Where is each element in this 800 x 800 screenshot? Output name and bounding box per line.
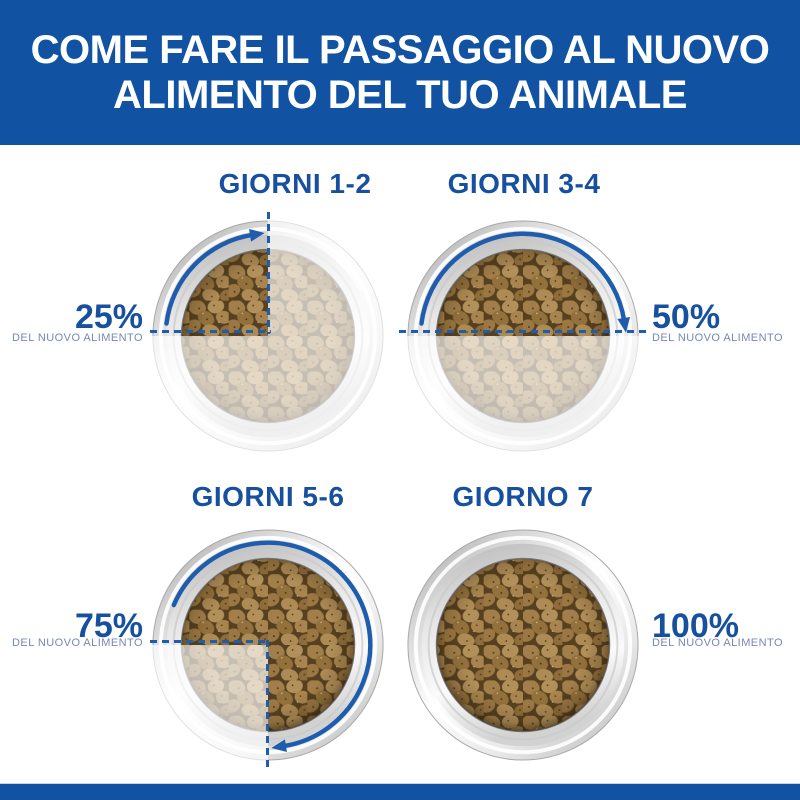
bowl-inner-wall [421,543,625,747]
bowl-title: GIORNI 1-2 [218,168,372,199]
percent-sublabel: DEL NUOVO ALIMENTO [12,332,143,344]
bowl-rim-highlight [158,535,378,755]
percent-label: 75% [74,607,143,645]
bowl-rim-highlight [413,535,633,755]
bowl-wall-ring [427,240,619,432]
bowl-title: GIORNI 3-4 [447,168,601,199]
kibble-inner-shadow [436,558,610,732]
page-title-line1: COME FARE IL PASSAGGIO AL NUOVO [30,27,770,72]
dashed-guide-line-vertical [266,640,269,771]
bowl-wall-ring [427,549,619,741]
bowl-inner-wall [166,234,370,438]
old-food-faded-overlay [150,645,268,763]
transition-arrow-icon [171,540,373,753]
dashed-guide-line-horizontal [399,330,648,333]
food-bowl-illustration [150,529,384,763]
bowl-title: GIORNI 5-6 [191,481,345,512]
kibble-inner-shadow [181,249,355,423]
page-title-line2: ALIMENTO DEL TUO ANIMALE [113,72,687,117]
kibble-food [435,248,611,424]
footer-bar [0,783,800,800]
bowl-inner-wall [166,543,370,747]
bowl-wall-ring [172,549,364,741]
dashed-guide-line-horizontal [150,330,271,333]
bowl-title: GIORNO 7 [452,481,594,512]
percent-label: 100% [652,607,739,645]
kibble-food [180,248,356,424]
kibble-food [180,557,356,733]
food-bowl-illustration [150,218,386,454]
kibble-inner-shadow [181,558,355,732]
kibble-food [435,557,611,733]
bowl-outer-rim [407,220,639,452]
old-food-faded-overlay [150,218,386,454]
transition-arrow-icon [164,228,265,326]
kibble-inner-shadow [436,249,610,423]
transition-arrow-icon [419,231,631,333]
food-bowl-illustration [405,220,641,454]
dashed-guide-line-vertical [267,212,270,334]
food-bowl-illustration [407,529,639,761]
header-banner: COME FARE IL PASSAGGIO AL NUOVO ALIMENTO… [0,0,800,145]
bowl-wall-ring [172,240,364,432]
bowl-outer-rim [152,220,384,452]
bowl-rim-highlight [413,226,633,446]
percent-label: 50% [652,298,721,336]
bowl-outer-rim [407,529,639,761]
percent-sublabel: DEL NUOVO ALIMENTO [652,637,783,649]
old-food-faded-overlay [405,336,641,454]
percent-sublabel: DEL NUOVO ALIMENTO [12,637,143,649]
bowl-outer-rim [152,529,384,761]
bowl-inner-wall [421,234,625,438]
bowl-rim-highlight [158,226,378,446]
percent-sublabel: DEL NUOVO ALIMENTO [652,332,783,344]
dashed-guide-line-horizontal [150,640,269,643]
percent-label: 25% [74,298,143,336]
